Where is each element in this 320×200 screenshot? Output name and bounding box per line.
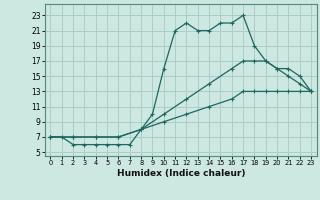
X-axis label: Humidex (Indice chaleur): Humidex (Indice chaleur) <box>116 169 245 178</box>
